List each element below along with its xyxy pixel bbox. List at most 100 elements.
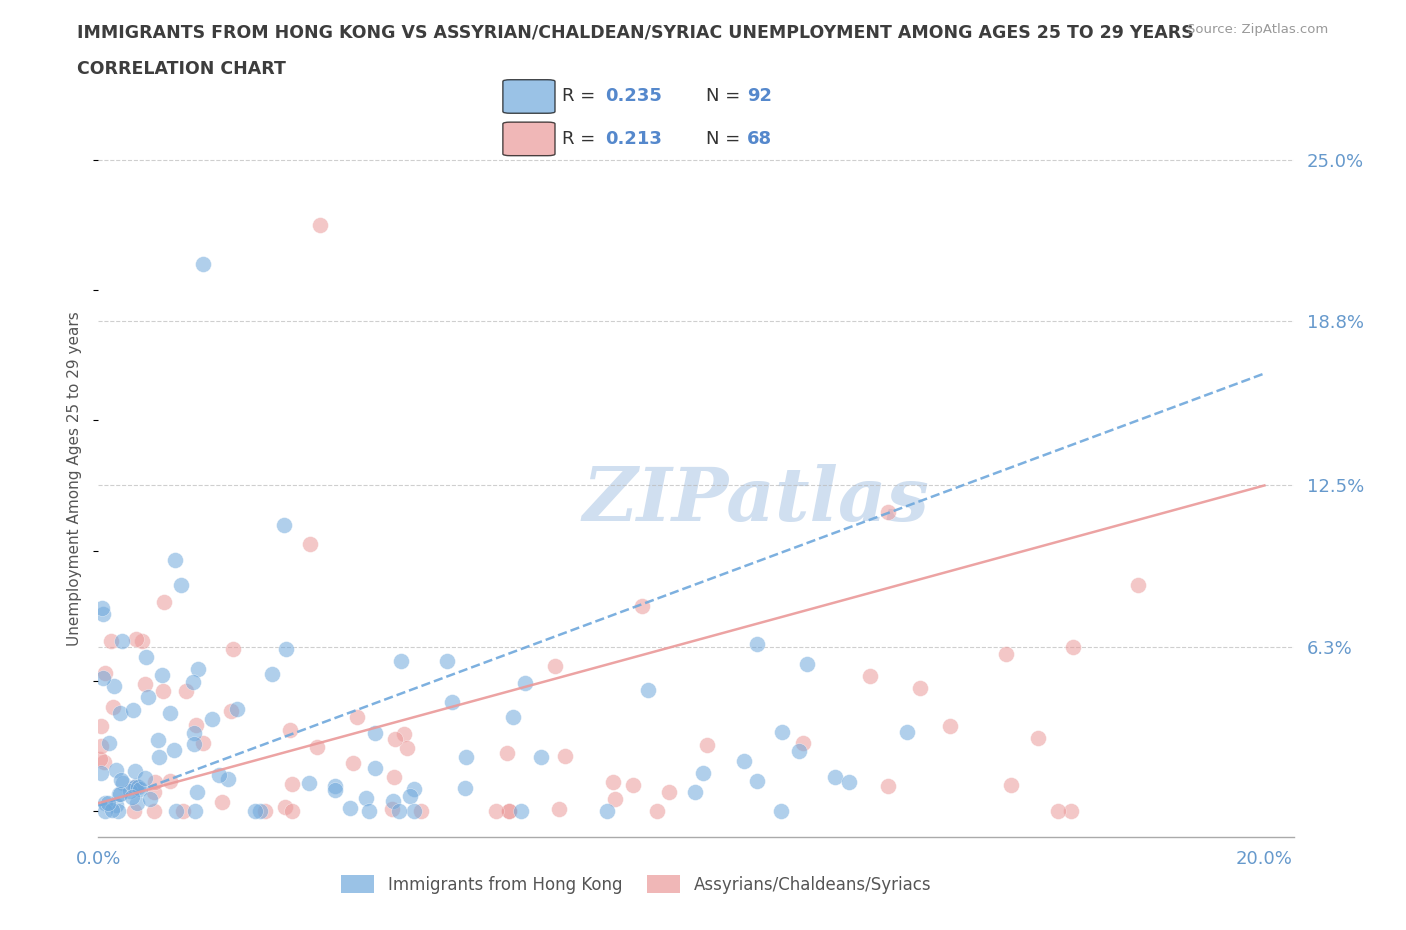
Point bbox=[396, 740, 419, 755]
Point bbox=[354, 790, 377, 805]
Text: N =: N = bbox=[706, 130, 740, 148]
Point bbox=[98, 736, 121, 751]
Point bbox=[146, 733, 169, 748]
Point bbox=[122, 780, 145, 795]
Point bbox=[127, 780, 149, 795]
Text: N =: N = bbox=[706, 87, 740, 105]
Point bbox=[1000, 777, 1022, 792]
Point bbox=[153, 594, 176, 609]
Point bbox=[163, 742, 186, 757]
Point bbox=[172, 804, 194, 818]
Point bbox=[381, 802, 404, 817]
Point bbox=[896, 725, 918, 740]
Point bbox=[357, 804, 380, 818]
Point bbox=[323, 782, 346, 797]
Y-axis label: Unemployment Among Ages 25 to 29 years: Unemployment Among Ages 25 to 29 years bbox=[67, 312, 83, 646]
Point bbox=[193, 736, 215, 751]
Point bbox=[93, 754, 115, 769]
Point bbox=[342, 755, 364, 770]
Point bbox=[278, 723, 301, 737]
Point bbox=[125, 779, 148, 794]
Point bbox=[281, 804, 304, 818]
Point bbox=[125, 796, 148, 811]
Point bbox=[647, 804, 669, 818]
Point bbox=[441, 695, 464, 710]
Point bbox=[346, 710, 368, 724]
FancyBboxPatch shape bbox=[503, 122, 555, 155]
Point bbox=[222, 642, 245, 657]
Point bbox=[838, 775, 860, 790]
Point bbox=[298, 776, 321, 790]
Point bbox=[436, 653, 458, 668]
Point bbox=[399, 789, 422, 804]
Point bbox=[544, 658, 567, 673]
Point bbox=[128, 782, 150, 797]
Point bbox=[243, 804, 266, 818]
Point bbox=[108, 706, 131, 721]
Point bbox=[184, 804, 207, 818]
Point bbox=[176, 684, 198, 698]
Point bbox=[696, 737, 718, 752]
Point bbox=[1028, 730, 1050, 745]
Point bbox=[159, 706, 181, 721]
Text: 68: 68 bbox=[747, 130, 772, 148]
Point bbox=[1062, 640, 1084, 655]
Point bbox=[637, 683, 659, 698]
Point bbox=[498, 804, 520, 818]
Text: CORRELATION CHART: CORRELATION CHART bbox=[77, 60, 287, 78]
Point bbox=[193, 257, 215, 272]
Point bbox=[1126, 578, 1149, 592]
FancyBboxPatch shape bbox=[503, 80, 555, 113]
Point bbox=[384, 732, 406, 747]
Point bbox=[1059, 804, 1081, 818]
Point bbox=[111, 633, 134, 648]
Point bbox=[89, 751, 111, 766]
Text: Source: ZipAtlas.com: Source: ZipAtlas.com bbox=[1188, 23, 1329, 36]
Point bbox=[166, 804, 188, 818]
Point bbox=[603, 791, 626, 806]
Point bbox=[105, 797, 128, 812]
Text: IMMIGRANTS FROM HONG KONG VS ASSYRIAN/CHALDEAN/SYRIAC UNEMPLOYMENT AMONG AGES 25: IMMIGRANTS FROM HONG KONG VS ASSYRIAN/CH… bbox=[77, 23, 1194, 41]
Text: R =: R = bbox=[562, 130, 596, 148]
Point bbox=[181, 675, 204, 690]
Point bbox=[90, 738, 112, 753]
Point bbox=[122, 703, 145, 718]
Point bbox=[122, 804, 145, 818]
Point bbox=[495, 745, 517, 760]
Point bbox=[683, 785, 706, 800]
Point bbox=[364, 760, 387, 775]
Point bbox=[90, 718, 112, 733]
Point bbox=[112, 776, 135, 790]
Point bbox=[101, 699, 124, 714]
Point bbox=[91, 671, 114, 686]
Point bbox=[211, 794, 233, 809]
Point bbox=[225, 701, 247, 716]
Point bbox=[364, 725, 387, 740]
Point bbox=[596, 804, 619, 818]
Point bbox=[139, 791, 162, 806]
Point bbox=[135, 649, 157, 664]
Point bbox=[136, 689, 159, 704]
Point bbox=[110, 772, 132, 787]
Point bbox=[201, 712, 224, 727]
Point bbox=[824, 769, 846, 784]
Point bbox=[323, 778, 346, 793]
Point bbox=[658, 785, 681, 800]
Point bbox=[792, 736, 814, 751]
Point bbox=[107, 804, 129, 818]
Point bbox=[745, 773, 768, 788]
Point bbox=[219, 703, 242, 718]
Point bbox=[908, 680, 931, 695]
Point bbox=[124, 779, 146, 794]
Text: R =: R = bbox=[562, 87, 596, 105]
Point bbox=[91, 601, 114, 616]
Point bbox=[529, 750, 551, 764]
Point bbox=[602, 775, 624, 790]
Point bbox=[260, 666, 283, 681]
Point bbox=[97, 795, 120, 810]
Point bbox=[548, 802, 571, 817]
Point bbox=[186, 785, 208, 800]
Point bbox=[309, 218, 332, 232]
Point bbox=[859, 669, 882, 684]
Point bbox=[108, 787, 131, 802]
